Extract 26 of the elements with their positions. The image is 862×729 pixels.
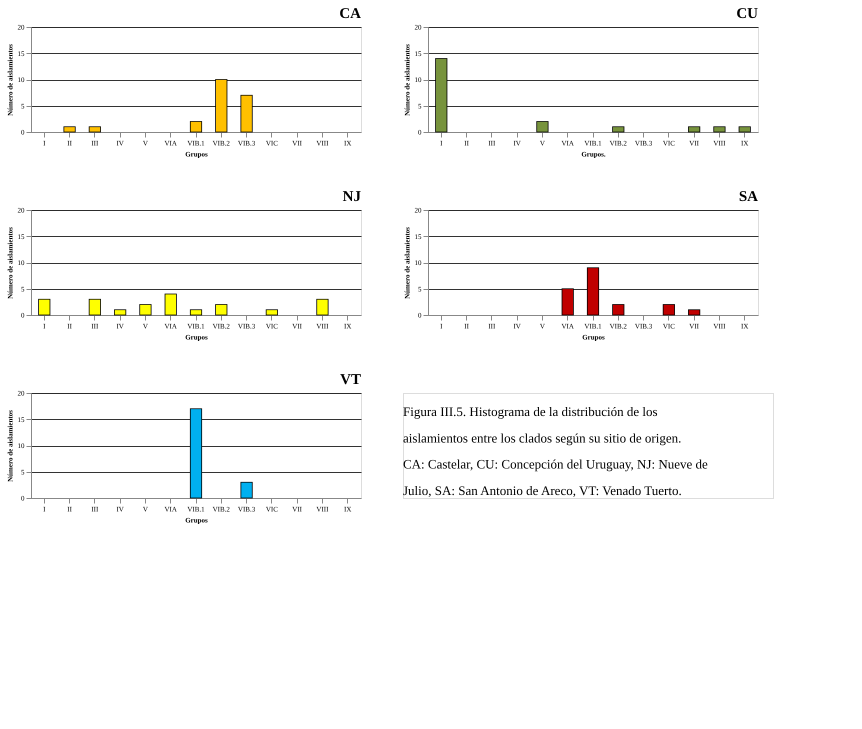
bar (114, 309, 126, 316)
bar (190, 121, 202, 132)
bar (215, 304, 228, 316)
bar (612, 126, 624, 132)
bar (88, 298, 101, 316)
text: Figura III.5. Histograma de la distribución de los aislamientos entre los clados según su sitio de origen. CA: Castelar, CU: Concepción del Uruguay, NJ: Nueve de Julio, SA: San Antonio de Areco, VT: Venado Tuerto. (403, 404, 708, 498)
bar (316, 298, 329, 316)
bar (688, 309, 700, 316)
chart-title: SA (738, 189, 758, 205)
bar (164, 294, 177, 316)
bar (139, 304, 152, 316)
bar (190, 309, 202, 316)
bar (738, 126, 751, 132)
chart-title: VT (340, 372, 361, 388)
bar (713, 126, 726, 132)
bar (63, 126, 76, 132)
bar (536, 121, 549, 132)
chart-title: CU (736, 6, 758, 22)
bar (38, 298, 50, 316)
chart-title: NJ (342, 189, 362, 205)
bar (612, 304, 624, 316)
bar (88, 126, 101, 132)
bar (688, 126, 700, 132)
bar (662, 304, 675, 316)
bar (266, 309, 278, 316)
chart-title: CA (339, 6, 362, 22)
